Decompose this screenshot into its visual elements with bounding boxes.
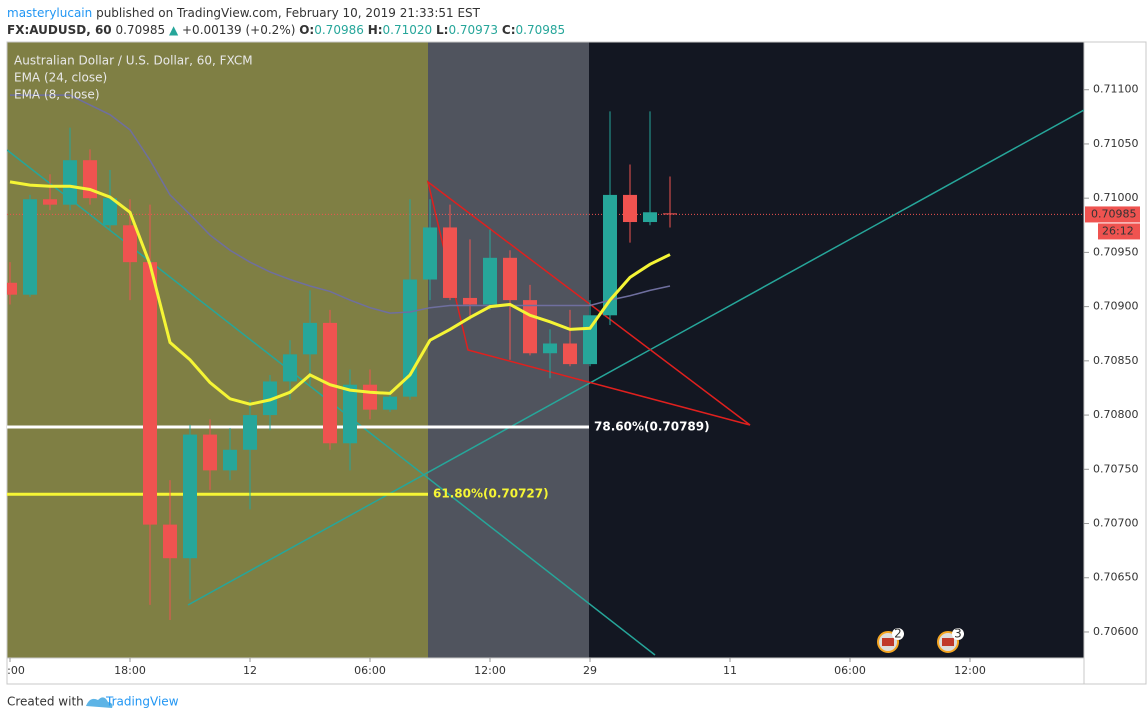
event-badge xyxy=(892,628,904,640)
candle-body xyxy=(263,381,277,416)
y-tick-label: 0.71000 xyxy=(1093,191,1139,204)
legend-symbol: Australian Dollar / U.S. Dollar, 60, FXC… xyxy=(14,54,253,68)
ohlc-value: 0.70986 xyxy=(314,23,364,37)
candle-body xyxy=(303,322,317,355)
plot xyxy=(7,94,1084,621)
candle-body xyxy=(603,194,617,316)
y-tick-label: 0.70850 xyxy=(1093,354,1139,367)
candle-body xyxy=(383,396,397,410)
y-tick-label: 0.70700 xyxy=(1093,517,1139,530)
candle-body xyxy=(363,384,377,410)
frame xyxy=(6,41,1147,685)
y-tick-label: 0.71100 xyxy=(1093,83,1139,96)
event-count: 3 xyxy=(954,627,962,641)
published: published on TradingView.com, February 1… xyxy=(96,6,481,20)
ohlc-value: 0.70985 xyxy=(516,23,566,37)
candle-body xyxy=(663,213,677,215)
ema-line xyxy=(10,94,671,314)
candle-body xyxy=(563,343,577,365)
candle-body xyxy=(243,415,257,450)
x-tick-label: 11 xyxy=(723,664,737,677)
change: +0.00139 (+0.2%) xyxy=(182,23,295,37)
candle-body xyxy=(543,343,557,354)
last-price-box xyxy=(1085,206,1140,223)
event-badge xyxy=(952,628,964,640)
header-line: masterylucain published on TradingView.c… xyxy=(7,6,481,20)
candle-body xyxy=(423,227,437,280)
candle-body xyxy=(183,434,197,559)
x-tick-label: 18:00 xyxy=(114,664,146,677)
x-tick-label: 29 xyxy=(583,664,597,677)
event-flag xyxy=(942,638,954,646)
dark-zone xyxy=(589,42,1084,658)
candle-body xyxy=(223,449,237,471)
last-price-label: 0.70985 xyxy=(1091,207,1137,220)
candle-body xyxy=(623,194,637,223)
ohlc-label: L: xyxy=(436,23,448,37)
x-tick-label: :00 xyxy=(7,664,25,677)
event-flag xyxy=(882,638,894,646)
symbol-line: FX:AUDUSD, 60 0.70985 ▲ +0.00139 (+0.2%)… xyxy=(7,23,565,37)
ohlc-label: H: xyxy=(368,23,383,37)
candle-body xyxy=(203,434,217,471)
legend-entry: EMA (8, close) xyxy=(14,88,100,102)
candle-body xyxy=(343,384,357,444)
ohlc-label: O: xyxy=(299,23,314,37)
y-tick-label: 0.70750 xyxy=(1093,462,1139,475)
countdown-box xyxy=(1098,223,1140,240)
candle-body xyxy=(43,199,57,205)
event-count: 2 xyxy=(894,627,902,641)
ohlc-label: C: xyxy=(502,23,516,37)
y-tick-label: 0.71050 xyxy=(1093,137,1139,150)
price: 0.70985 xyxy=(115,23,165,37)
logo xyxy=(86,697,113,708)
candle-body xyxy=(143,262,157,525)
author: masterylucain xyxy=(7,6,92,20)
fib-label: 61.80%(0.70727) xyxy=(433,487,549,501)
candle-body xyxy=(463,297,477,305)
x-tick-label: 12 xyxy=(243,664,257,677)
arrow: ▲ xyxy=(169,23,179,37)
footer-brand[interactable]: TradingView xyxy=(105,695,179,709)
y-tick-label: 0.70800 xyxy=(1093,408,1139,421)
x-tick-label: 12:00 xyxy=(954,664,986,677)
x-tick-label: 12:00 xyxy=(474,664,506,677)
candle-body xyxy=(103,198,117,226)
y-tick-label: 0.70600 xyxy=(1093,625,1139,638)
ema-line xyxy=(9,180,671,406)
ohlc-value: 0.71020 xyxy=(383,23,433,37)
candle-body xyxy=(483,257,497,305)
candle-body xyxy=(643,212,657,223)
candle-body xyxy=(163,524,177,559)
olive-zone xyxy=(7,42,428,658)
candle-body xyxy=(443,227,457,298)
fib-label: 78.60%(0.70789) xyxy=(594,420,710,434)
footer-text: Created with xyxy=(7,695,84,709)
legend-entry: EMA (24, close) xyxy=(14,71,107,85)
ohlc-value: 0.70973 xyxy=(448,23,498,37)
x-tick-label: 06:00 xyxy=(354,664,386,677)
candle-body xyxy=(123,225,137,263)
candle-body xyxy=(523,300,537,354)
trend-line xyxy=(187,109,1084,606)
candle-body xyxy=(503,257,517,301)
candle-body xyxy=(63,160,77,205)
candle-body xyxy=(283,354,297,382)
y-tick-label: 0.70900 xyxy=(1093,300,1139,313)
y-tick-label: 0.70650 xyxy=(1093,571,1139,584)
x-tick-label: 06:00 xyxy=(834,664,866,677)
candle-body xyxy=(23,199,37,295)
countdown: 26:12 xyxy=(1102,224,1134,237)
gray-zone xyxy=(428,42,589,658)
y-tick-label: 0.70950 xyxy=(1093,245,1139,258)
symbol: FX:AUDUSD, 60 xyxy=(7,23,112,37)
candle-body xyxy=(7,282,17,295)
